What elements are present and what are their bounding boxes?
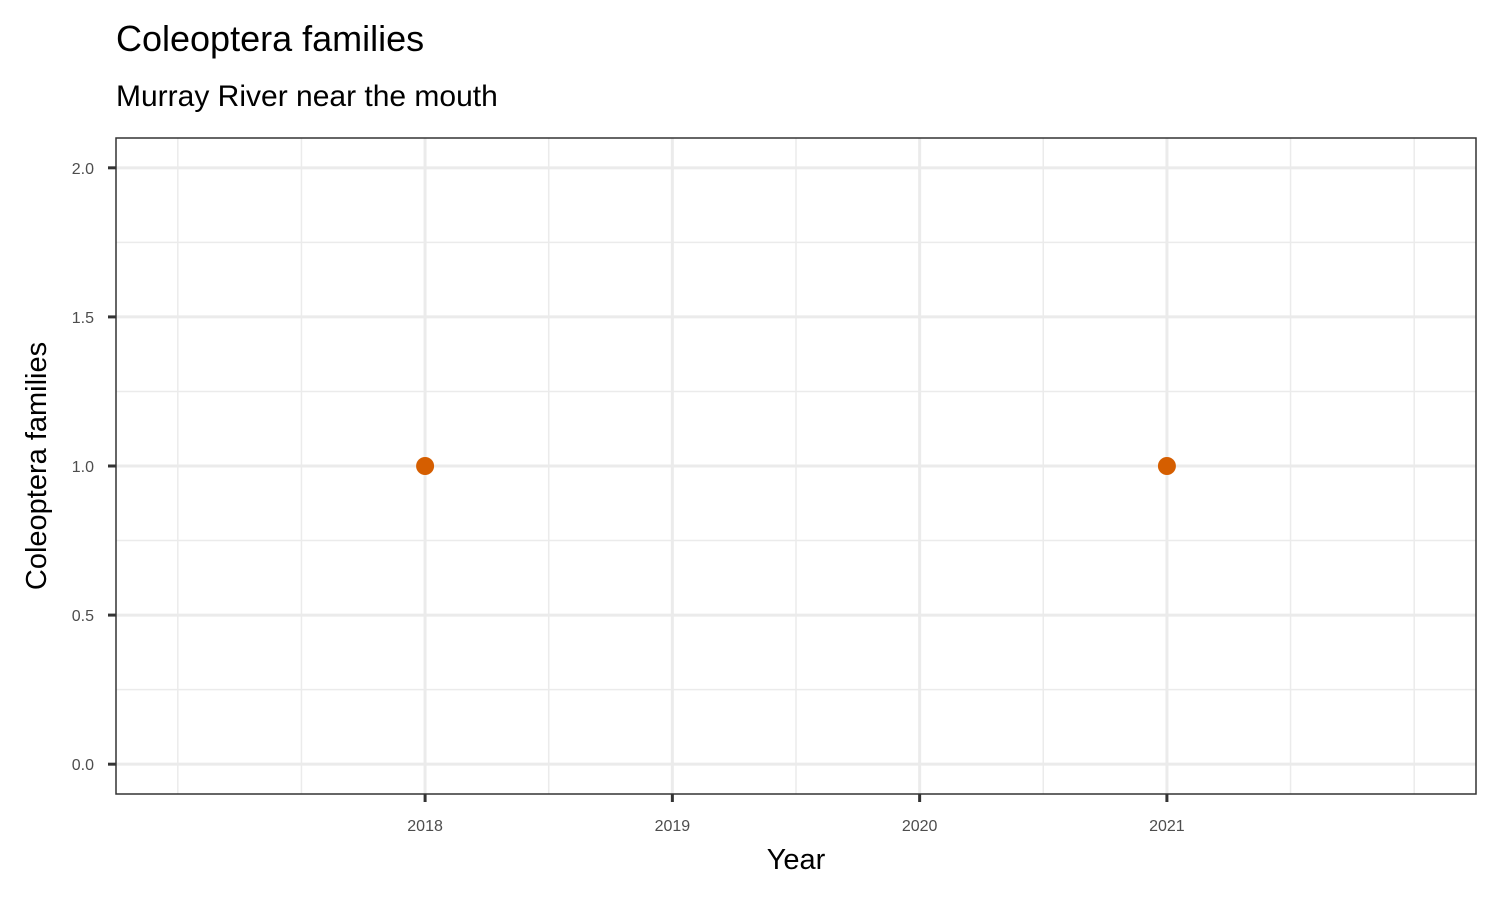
data-point [1157,457,1176,475]
axis-layer: 2018 2019 2020 2021 0.0 0.5 1.0 1.5 2.0 [72,161,1185,835]
y-axis-title: Coleoptera families [21,342,53,590]
x-tick-label: 2020 [902,818,938,835]
y-tick-label: 0.0 [72,757,94,774]
y-tick-label: 2.0 [72,161,94,178]
chart-title: Coleoptera families [116,18,425,59]
x-tick-label: 2018 [407,818,443,835]
x-tick-label: 2021 [1149,818,1185,835]
y-tick-label: 1.5 [72,310,94,327]
x-tick-label: 2019 [655,818,691,835]
x-axis-title: Year [767,844,826,876]
points-layer [416,457,1176,475]
chart-subtitle: Murray River near the mouth [116,80,498,113]
data-point [416,457,435,475]
y-tick-label: 1.0 [72,459,94,476]
y-tick-label: 0.5 [72,608,94,625]
grid-layer [116,138,1476,794]
